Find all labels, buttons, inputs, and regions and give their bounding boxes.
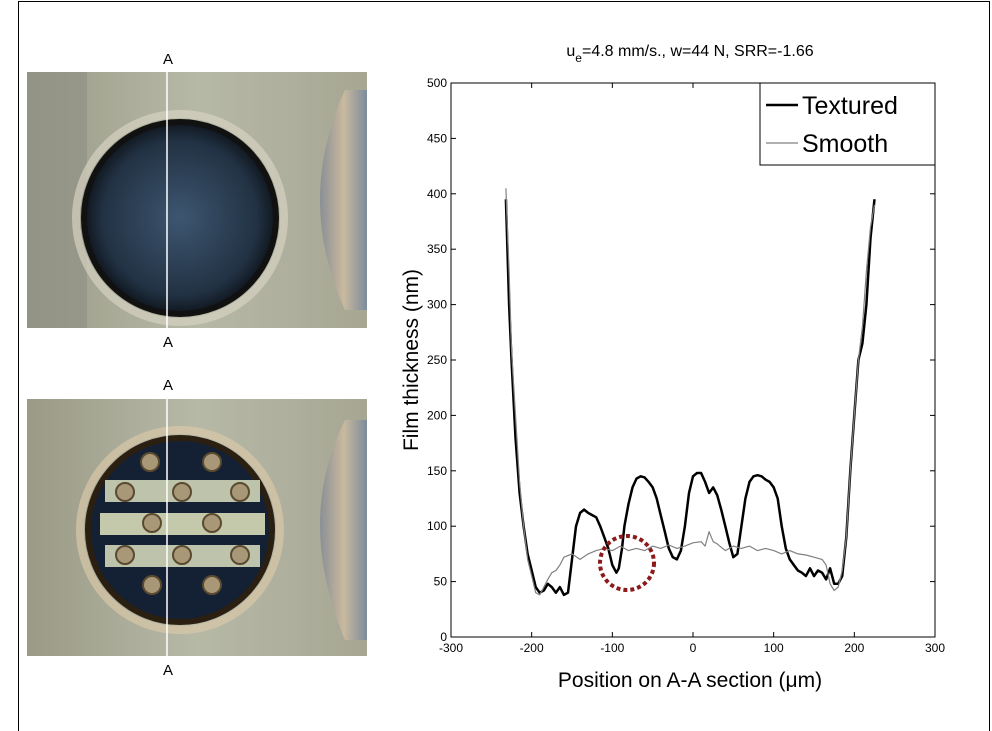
y-tick-label: 150 — [427, 464, 447, 478]
x-axis-label: Position on A-A section (μm) — [558, 669, 822, 692]
y-axis-label: Film thickness (nm) — [400, 269, 423, 451]
title-rest: =4.8 mm/s., w=44 N, SRR=-1.66 — [582, 43, 814, 60]
title-sub: e — [575, 51, 582, 65]
plot-frame — [450, 82, 936, 638]
x-tick-label: 300 — [925, 641, 945, 655]
title-main: u — [566, 43, 575, 60]
section-label: A — [163, 51, 173, 68]
section-label: A — [163, 377, 173, 394]
section-label: A — [163, 334, 173, 351]
x-tick-label: 100 — [764, 641, 784, 655]
x-tick-label: 0 — [690, 641, 697, 655]
series-line — [505, 188, 876, 596]
chart-title: ue=4.8 mm/s., w=44 N, SRR=-1.66 — [566, 43, 813, 65]
x-tick-label: -200 — [520, 641, 544, 655]
y-tick-label: 200 — [427, 408, 447, 422]
y-tick-label: 350 — [427, 242, 447, 256]
x-tick-label: 200 — [844, 641, 864, 655]
photo-smooth — [27, 72, 367, 328]
y-tick-label: 500 — [427, 76, 447, 90]
legend-label: Textured — [802, 92, 898, 120]
photo-textured — [27, 399, 367, 656]
y-tick-label: 300 — [427, 298, 447, 312]
plot: -300 -200 -100 0 100 200 300 0 50 100 150 200 250 300… — [427, 76, 945, 655]
series-line — [504, 199, 876, 597]
y-tick-label: 50 — [434, 575, 448, 589]
y-tick-label: 100 — [427, 519, 447, 533]
highlight-circle — [598, 534, 656, 592]
section-label: A — [163, 662, 173, 679]
y-tick-label: 400 — [427, 187, 447, 201]
y-tick-label: 0 — [440, 630, 447, 644]
legend-label: Smooth — [802, 130, 888, 158]
x-tick-label: -100 — [600, 641, 624, 655]
x-tick-label: -300 — [439, 641, 463, 655]
y-tick-label: 250 — [427, 353, 447, 367]
legend-box — [759, 82, 936, 166]
y-tick-label: 450 — [427, 131, 447, 145]
